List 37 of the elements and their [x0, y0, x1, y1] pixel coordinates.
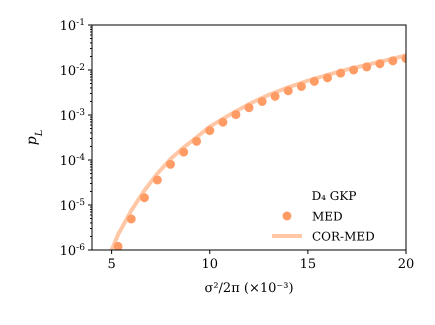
point: [114, 242, 123, 250]
x-axis-title: σ²/2π (×10⁻³): [204, 281, 294, 296]
point: [375, 59, 384, 68]
point: [362, 62, 372, 72]
point: [284, 86, 293, 96]
x-tick-label: 10: [201, 257, 218, 272]
point: [388, 56, 398, 66]
point: [258, 96, 267, 106]
y-tick-label: 10$^{-1}$: [60, 18, 85, 34]
line-series: [110, 54, 406, 250]
x-tick-label: 15: [300, 257, 316, 272]
point: [218, 118, 228, 127]
point: [166, 160, 175, 169]
point: [336, 68, 346, 78]
y-tick-label: 10$^{-4}$: [60, 153, 86, 169]
y-tick-label: 10$^{-3}$: [60, 108, 86, 124]
point: [349, 66, 358, 74]
legend-label: MED: [312, 210, 343, 224]
y-tick-label: 10$^{-2}$: [60, 63, 85, 79]
point: [205, 126, 214, 136]
x-tick-label: 5: [107, 257, 116, 272]
point: [140, 193, 149, 202]
point: [244, 103, 254, 112]
point: [179, 148, 188, 157]
point: [126, 214, 136, 224]
point: [192, 136, 202, 146]
y-tick-label: 10$^{-6}$: [60, 243, 86, 259]
y-tick-label: 10$^{-5}$: [60, 198, 86, 214]
legend-title: D₄ GKP: [312, 189, 356, 203]
point: [323, 73, 332, 82]
point: [152, 175, 162, 184]
legend-label: COR-MED: [312, 230, 375, 244]
point: [231, 110, 240, 120]
point: [296, 82, 306, 91]
point: [270, 92, 280, 101]
point: [310, 76, 319, 86]
x-tick-label: 20: [398, 257, 414, 272]
